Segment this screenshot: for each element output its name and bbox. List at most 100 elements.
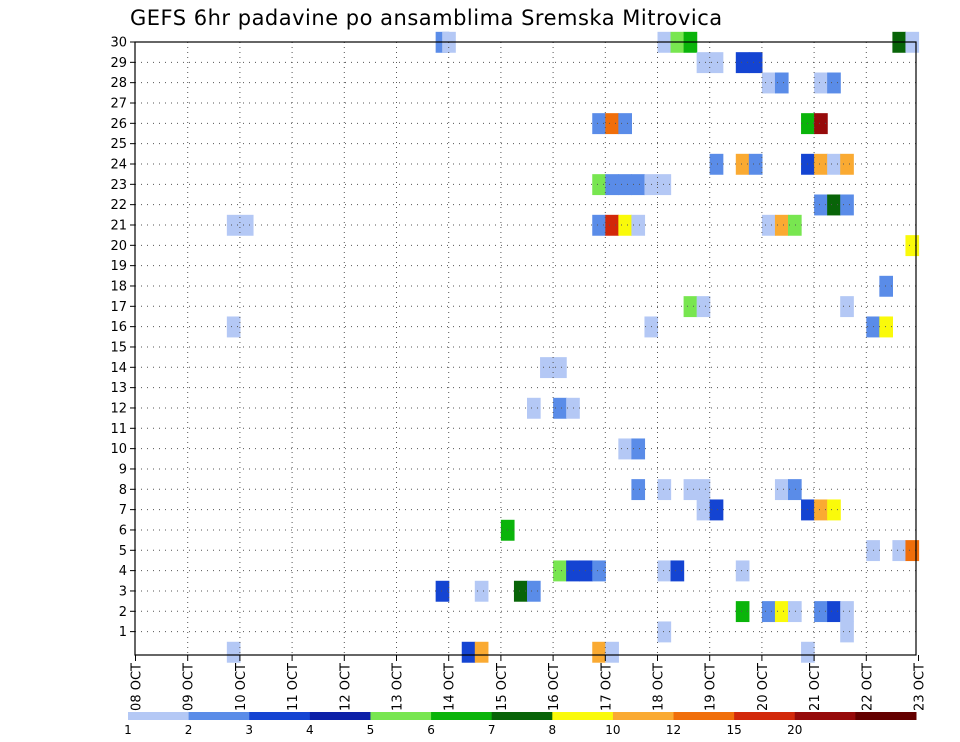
precip-cell [761, 72, 776, 94]
precip-cell [657, 621, 672, 643]
precip-cell [840, 194, 854, 216]
precip-cell [879, 316, 893, 338]
precip-cell [670, 560, 685, 582]
legend-swatch [612, 712, 675, 720]
y-tick-label: 7 [119, 503, 127, 518]
legend-label: 20 [787, 723, 802, 737]
y-tick-label: 29 [110, 56, 127, 71]
precip-cell [553, 397, 567, 419]
precip-cell [801, 641, 815, 663]
precip-cell [605, 214, 619, 236]
legend-swatch [309, 712, 371, 720]
y-tick-label: 27 [110, 96, 127, 111]
precip-cell [788, 214, 802, 236]
precip-cell [461, 641, 476, 663]
legend-swatch [855, 712, 917, 720]
y-tick-label: 22 [110, 198, 127, 213]
precip-cell [566, 560, 580, 582]
precip-cell [592, 560, 606, 582]
x-tick-label: 08 OCT [130, 663, 145, 711]
precip-cell [905, 540, 920, 562]
precip-cell [735, 560, 750, 582]
y-tick-label: 23 [110, 178, 127, 193]
precip-cell [579, 560, 593, 582]
legend-label: 1 [124, 723, 132, 737]
x-tick-label: 16 OCT [547, 663, 562, 711]
precip-cell [761, 214, 776, 236]
x-tick-label: 17 OCT [599, 663, 614, 711]
precip-cell [553, 560, 567, 582]
x-tick-label: 12 OCT [338, 663, 353, 711]
y-tick-label: 6 [119, 523, 127, 538]
x-tick-label: 10 OCT [234, 663, 249, 711]
precip-cell [814, 72, 828, 94]
y-tick-label: 26 [110, 117, 127, 132]
precip-cell [618, 214, 632, 236]
legend-label: 12 [666, 723, 681, 737]
y-tick-label: 3 [119, 584, 127, 599]
precip-cell [827, 72, 841, 94]
precip-cell [748, 52, 763, 74]
y-tick-label: 12 [110, 401, 127, 416]
precip-cell [226, 641, 241, 663]
precip-cell [709, 52, 724, 74]
y-tick-label: 24 [110, 157, 127, 172]
precip-cell [435, 580, 450, 602]
precip-cell [239, 214, 254, 236]
precip-cell [840, 153, 854, 175]
legend-swatch [370, 712, 432, 720]
y-tick-label: 28 [110, 76, 127, 91]
precip-cell [631, 479, 646, 501]
precip-cell [657, 174, 672, 196]
x-tick-label: 11 OCT [286, 663, 301, 711]
color-legend: 1 2 3 4 5 6 7 8 10 12 15 20 [124, 712, 917, 737]
y-tick-label: 18 [110, 279, 127, 294]
precip-cell [657, 479, 672, 501]
precip-cell [735, 52, 750, 74]
legend-label: 15 [727, 723, 742, 737]
legend-swatch [431, 712, 493, 720]
x-tick-label: 22 OCT [860, 663, 875, 711]
precip-cell [226, 214, 241, 236]
precip-cell [840, 621, 854, 643]
precip-cell [605, 641, 619, 663]
precip-cell [474, 580, 489, 602]
precip-cell [761, 601, 776, 623]
precip-cell [709, 153, 724, 175]
y-tick-label: 21 [110, 218, 127, 233]
x-tick-label: 15 OCT [495, 663, 510, 711]
precip-cell [226, 316, 241, 338]
grid-layer [135, 41, 916, 655]
legend-swatch [249, 712, 311, 720]
precip-cell [540, 357, 554, 379]
precip-cell [892, 540, 907, 562]
legend-label: 5 [367, 723, 375, 737]
legend-swatch [188, 712, 250, 720]
precip-cell [696, 52, 711, 74]
precip-cell [735, 601, 750, 623]
precip-cell [605, 113, 619, 135]
precip-cell [827, 153, 841, 175]
y-tick-label: 2 [119, 605, 127, 620]
legend-swatch [673, 712, 735, 720]
precip-cell [814, 601, 828, 623]
x-tick-label: 21 OCT [808, 663, 823, 711]
legend-swatch [794, 712, 856, 720]
precip-cell [774, 601, 789, 623]
x-tick-label: 14 OCT [443, 663, 458, 711]
x-tick-label: 13 OCT [391, 663, 406, 711]
precip-cell [527, 397, 541, 419]
precip-cell [683, 296, 698, 318]
precip-cell [814, 113, 828, 135]
y-tick-label: 15 [110, 340, 127, 355]
x-tick-label: 09 OCT [182, 663, 197, 711]
x-axis: 08 OCT 09 OCT 10 OCT 11 OCT 12 OCT 13 OCT 14 O… [130, 655, 928, 711]
precip-cell [592, 174, 606, 196]
x-tick-label: 18 OCT [652, 663, 667, 711]
y-tick-label: 4 [119, 564, 127, 579]
y-tick-label: 17 [110, 300, 127, 315]
precip-cell [774, 72, 789, 94]
precip-cell [748, 153, 763, 175]
precip-cell [474, 641, 489, 663]
